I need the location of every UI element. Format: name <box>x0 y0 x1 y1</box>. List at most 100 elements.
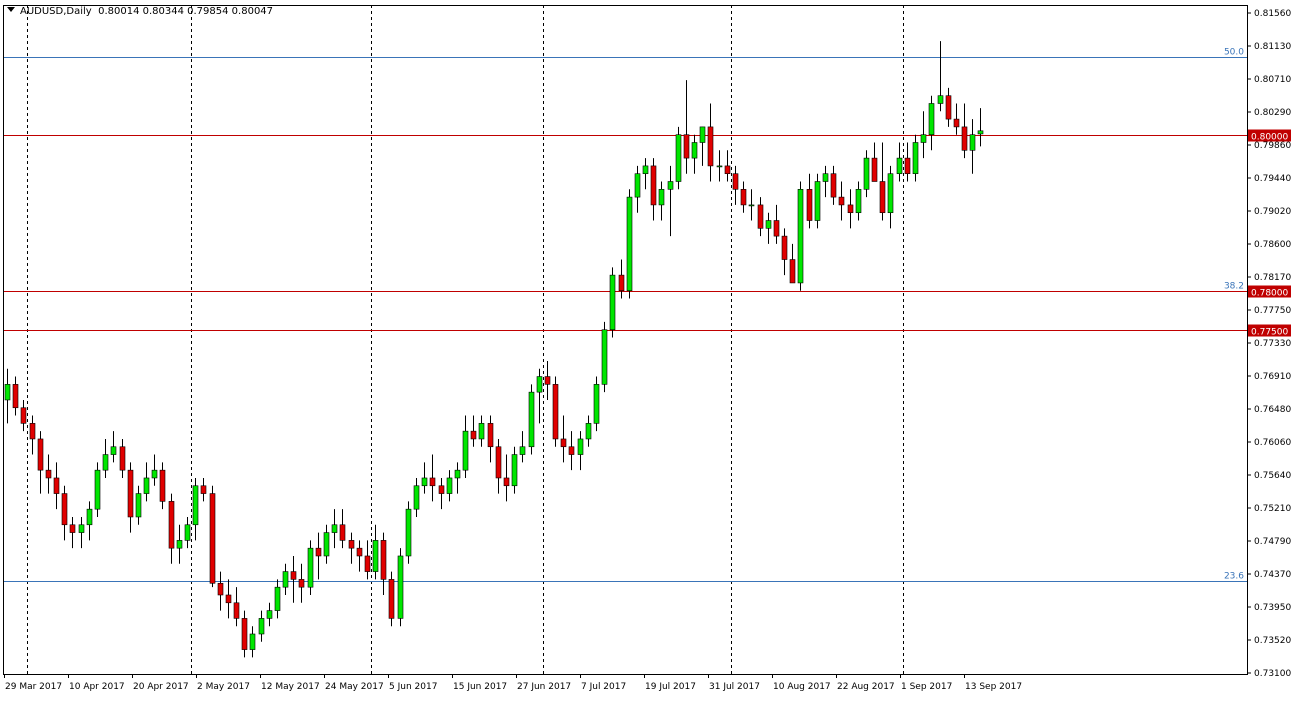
candle-body <box>266 610 273 619</box>
candle-body <box>323 532 330 557</box>
candle-body <box>667 181 674 190</box>
y-tick-label: 0.81130 <box>1254 42 1291 52</box>
y-tick-label: 0.75210 <box>1254 504 1291 514</box>
candle-body <box>716 165 723 168</box>
candle-body <box>258 618 265 635</box>
y-tick-label: 0.76060 <box>1254 438 1291 448</box>
x-tick-label: 27 Jun 2017 <box>517 682 571 692</box>
fib-label: 50.0 <box>1224 48 1244 58</box>
dropdown-triangle-icon[interactable] <box>7 7 15 12</box>
candle-body <box>961 126 968 151</box>
candle-body <box>511 454 518 487</box>
candle-body <box>969 134 976 151</box>
candle-body <box>462 430 469 471</box>
candle-body <box>601 329 608 385</box>
candle-body <box>94 469 101 510</box>
y-tick-label: 0.74370 <box>1254 570 1291 580</box>
candle-body <box>274 586 281 611</box>
x-tick-label: 5 Jun 2017 <box>389 682 437 692</box>
price-tag-bg <box>1248 285 1291 298</box>
candle-body <box>119 446 126 471</box>
candle-body <box>528 391 535 448</box>
candle-body <box>143 477 150 494</box>
candle-body <box>225 594 232 604</box>
price-tag: 0.78000 <box>1251 289 1288 299</box>
candle-body <box>765 220 772 229</box>
candle-body <box>78 524 85 533</box>
candle-body <box>781 235 788 260</box>
y-tick-label: 0.75640 <box>1254 471 1291 481</box>
ohlc-values: 0.80014 0.80344 0.79854 0.80047 <box>98 6 274 17</box>
candle-body <box>241 618 248 650</box>
candle-body <box>740 189 747 206</box>
candle-body <box>307 547 314 588</box>
candle-body <box>618 274 625 292</box>
candle-body <box>928 103 935 136</box>
candle-body <box>814 181 821 221</box>
candle-body <box>4 384 11 401</box>
candle-body <box>364 555 371 572</box>
price-tag-bg <box>1248 324 1291 337</box>
y-tick-label: 0.74790 <box>1254 537 1291 547</box>
candle-body <box>577 438 584 455</box>
candle-body <box>331 524 338 533</box>
candle-body <box>200 485 207 494</box>
candle-body <box>249 633 256 650</box>
candle-body <box>421 477 428 487</box>
candle-body <box>953 118 960 128</box>
candle-body <box>405 508 412 557</box>
candle-body <box>560 438 567 448</box>
price-tag: 0.77500 <box>1251 328 1288 338</box>
candle-body <box>609 274 616 331</box>
candle-body <box>593 384 600 424</box>
candle-body <box>863 157 870 190</box>
chart-header: AUDUSD,Daily 0.80014 0.80344 0.79854 0.8… <box>7 6 273 17</box>
candle-body <box>110 446 117 455</box>
candle-body <box>683 134 690 159</box>
candle-body <box>217 582 224 596</box>
candle-body <box>642 165 649 175</box>
candle-body <box>495 446 502 479</box>
candle-body <box>29 423 36 440</box>
candle-body <box>45 469 52 479</box>
candle-body <box>544 376 551 385</box>
y-tick-label: 0.78600 <box>1254 240 1291 250</box>
candle-body <box>904 157 911 175</box>
candle-body <box>413 485 420 510</box>
candle-body <box>61 493 68 526</box>
y-tick-label: 0.77330 <box>1254 339 1291 349</box>
candle-body <box>298 579 305 588</box>
candle-body <box>568 446 575 455</box>
x-tick-label: 1 Sep 2017 <box>901 682 952 692</box>
candle-body <box>478 423 485 440</box>
y-tick-label: 0.79440 <box>1254 174 1291 184</box>
candle-body <box>102 454 109 471</box>
candle-body <box>12 384 19 409</box>
candle-body <box>192 485 199 526</box>
candle-body <box>658 189 665 206</box>
y-tick-label: 0.80710 <box>1254 75 1291 85</box>
x-tick-label: 24 May 2017 <box>325 682 384 692</box>
candle-body <box>691 142 698 159</box>
candle-body <box>626 196 633 292</box>
candle-body <box>855 189 862 214</box>
x-tick-label: 7 Jul 2017 <box>581 682 626 692</box>
price-tag-bg <box>1248 129 1291 142</box>
candle-body <box>585 423 592 440</box>
candle-body <box>806 189 813 221</box>
candle-body <box>757 204 764 229</box>
candle-body <box>438 485 445 494</box>
y-tick-label: 0.80290 <box>1254 108 1291 118</box>
candle-body <box>699 126 706 143</box>
candle-body <box>290 571 297 580</box>
fib-label: 38.2 <box>1224 282 1244 292</box>
y-tick-label: 0.76910 <box>1254 372 1291 382</box>
x-tick-label: 15 Jun 2017 <box>453 682 507 692</box>
candle-body <box>135 493 142 518</box>
candle-body <box>380 540 387 580</box>
candle-body <box>446 477 453 494</box>
candle-body <box>209 493 216 584</box>
x-tick-label: 12 May 2017 <box>261 682 320 692</box>
candle-body <box>372 540 379 572</box>
candle-body <box>37 438 44 471</box>
